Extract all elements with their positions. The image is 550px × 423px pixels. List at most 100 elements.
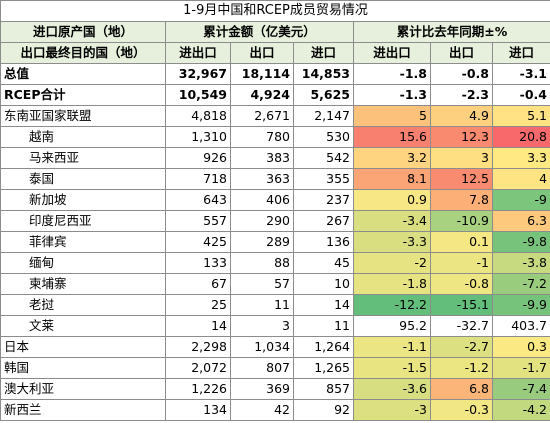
cell: 45 [293,252,354,274]
cell: -0.4 [491,84,550,106]
cell: 557 [165,210,231,232]
data-row: 菲律宾 425 289 136 -3.3 0.1 -9.8 [0,231,550,253]
cell: 1,265 [293,357,354,379]
cell: 2,298 [165,336,231,358]
cell: 425 [165,231,231,253]
row-label: RCEP合计 [0,84,166,106]
cell: 8.1 [353,168,431,190]
data-row: 泰国 718 363 355 8.1 12.5 4 [0,168,550,190]
cell: -10.9 [430,210,493,232]
cell: 4,818 [165,105,231,127]
cell: 0.9 [353,189,431,211]
group-header: 累计比去年同期±% [352,21,550,43]
cell: 7.8 [430,189,493,211]
cell: 542 [293,147,354,169]
cell: 4 [491,168,550,190]
cell: 369 [230,378,294,400]
cell: -4.2 [491,399,550,421]
data-row: 印度尼西亚 557 290 267 -3.4 -10.9 6.3 [0,210,550,232]
cell: 5 [353,105,431,127]
cell: 5,625 [293,84,354,106]
cell: -1.1 [353,336,431,358]
cell: -1.5 [353,357,431,379]
column-header: 进出口 [165,42,231,64]
cell: -1.3 [353,84,431,106]
group-header: 累计金额（亿美元） [165,21,354,43]
cell: 0.3 [491,336,550,358]
cell: 25 [165,294,231,316]
cell: -1.8 [353,63,431,85]
cell: 4,924 [230,84,294,106]
row-label: 新西兰 [0,399,166,421]
cell: 3.3 [491,147,550,169]
data-row: 总值 32,967 18,114 14,853 -1.8 -0.8 -3.1 [0,63,550,85]
data-row: 老挝 25 11 14 -12.2 -15.1 -9.9 [0,294,550,316]
data-row: 缅甸 133 88 45 -2 -1 -3.8 [0,252,550,274]
row-label: 新加坡 [0,189,166,211]
cell: 92 [293,399,354,421]
cell: -2.3 [430,84,493,106]
cell: 718 [165,168,231,190]
data-row: 澳大利亚 1,226 369 857 -3.6 6.8 -7.4 [0,378,550,400]
data-row: 文莱 14 3 11 95.2 -32.7 403.7 [0,315,550,337]
column-header: 进口 [293,42,354,64]
cell: -2.7 [430,336,493,358]
cell: 383 [230,147,294,169]
row-label: 韩国 [0,357,166,379]
cell: -9.8 [491,231,550,253]
row-label: 日本 [0,336,166,358]
cell: 18,114 [230,63,294,85]
table-title: 1-9月中国和RCEP成员贸易情况 [0,0,550,22]
cell: -3.8 [491,252,550,274]
data-row: RCEP合计 10,549 4,924 5,625 -1.3 -2.3 -0.4 [0,84,550,106]
row-label: 柬埔寨 [0,273,166,295]
row-label: 缅甸 [0,252,166,274]
cell: 14,853 [293,63,354,85]
cell: 1,310 [165,126,231,148]
column-header: 出口 [230,42,294,64]
data-row: 马来西亚 926 383 542 3.2 3 3.3 [0,147,550,169]
cell: 1,226 [165,378,231,400]
cell: 355 [293,168,354,190]
cell: 0.1 [430,231,493,253]
cell: -7.4 [491,378,550,400]
row-label: 马来西亚 [0,147,166,169]
data-row: 新加坡 643 406 237 0.9 7.8 -9 [0,189,550,211]
cell: 1,264 [293,336,354,358]
cell: -9.9 [491,294,550,316]
cell: -3.1 [491,63,550,85]
cell: -3.4 [353,210,431,232]
header-row: 进口原产国（地） 累计金额（亿美元） 累计比去年同期±% [0,21,550,43]
data-row: 韩国 2,072 807 1,265 -1.5 -1.2 -1.7 [0,357,550,379]
data-row: 越南 1,310 780 530 15.6 12.3 20.8 [0,126,550,148]
row-label: 印度尼西亚 [0,210,166,232]
data-row: 新西兰 134 42 92 -3 -0.3 -4.2 [0,399,550,421]
cell: -1.2 [430,357,493,379]
cell: 2,147 [293,105,354,127]
cell: 95.2 [353,315,431,337]
cell: 403.7 [491,315,550,337]
column-header: 进出口 [353,42,431,64]
cell: -32.7 [430,315,493,337]
row-label-header: 进口原产国（地） [0,21,166,43]
cell: 406 [230,189,294,211]
cell: 857 [293,378,354,400]
cell: 14 [165,315,231,337]
cell: 136 [293,231,354,253]
cell: 67 [165,273,231,295]
row-label-header: 出口最终目的国（地） [0,42,166,64]
cell: 32,967 [165,63,231,85]
cell: 363 [230,168,294,190]
cell: 3 [430,147,493,169]
cell: 4.9 [430,105,493,127]
cell: 3 [230,315,294,337]
data-row: 日本 2,298 1,034 1,264 -1.1 -2.7 0.3 [0,336,550,358]
cell: -12.2 [353,294,431,316]
cell: 6.8 [430,378,493,400]
cell: -15.1 [430,294,493,316]
cell: -0.3 [430,399,493,421]
column-header: 出口 [430,42,493,64]
cell: 10,549 [165,84,231,106]
row-label: 菲律宾 [0,231,166,253]
cell: -3.3 [353,231,431,253]
